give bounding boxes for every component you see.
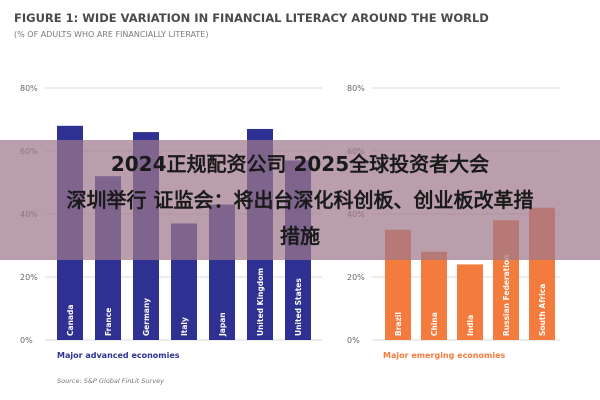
bar-category-label: Canada <box>66 305 75 336</box>
chart-subtitle: (% OF ADULTS WHO ARE FINANCIALLY LITERAT… <box>14 30 208 39</box>
bar-category-label: China <box>430 312 439 336</box>
y-tick-label: 20% <box>20 273 38 282</box>
bar-emerging-china <box>421 251 447 340</box>
bar-category-label: United States <box>294 278 303 336</box>
y-tick-label: 20% <box>347 273 365 282</box>
bar-category-label: South Africa <box>538 284 547 336</box>
source-note: Source: S&P Global FinLit Survey <box>57 377 164 385</box>
bar-category-label: India <box>466 315 475 336</box>
bar-category-label: Brazil <box>394 312 403 336</box>
bar-category-label: France <box>104 308 113 336</box>
bar-category-label: Italy <box>180 317 189 336</box>
chart-title: FIGURE 1: WIDE VARIATION IN FINANCIAL LI… <box>14 11 489 25</box>
bar-category-label: United Kingdom <box>256 268 265 336</box>
bar-category-label: Germany <box>142 298 151 336</box>
emerging-group-label: Major emerging economies <box>383 351 505 360</box>
bar-category-label: Russian Federation <box>502 255 511 336</box>
advanced-group-label: Major advanced economies <box>57 351 180 360</box>
headline-line-1: 2024正规配资公司 2025全球投资者大会 <box>110 152 490 176</box>
bar-emerging-india <box>457 264 483 340</box>
y-tick-label: 80% <box>347 84 365 93</box>
y-tick-label: 80% <box>20 84 38 93</box>
y-tick-label: 0% <box>347 336 360 345</box>
headline-line-2: 深圳举行 证监会：将出台深化科创板、创业板改革措 <box>66 188 534 212</box>
headline-line-3: 措施 <box>280 224 320 248</box>
bar-category-label: Japan <box>218 312 227 337</box>
y-tick-label: 0% <box>20 336 33 345</box>
news-headline-overlay: 2024正规配资公司 2025全球投资者大会 深圳举行 证监会：将出台深化科创板… <box>0 140 600 260</box>
